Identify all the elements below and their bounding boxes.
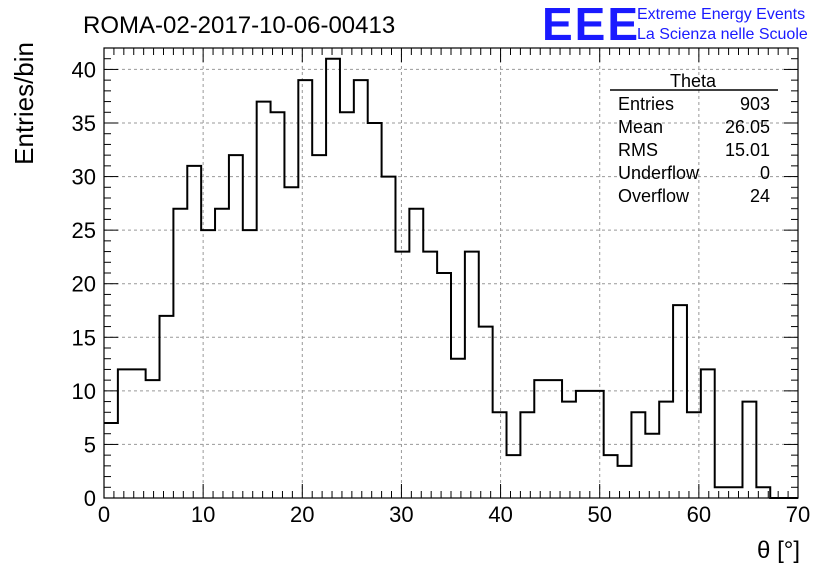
y-axis-title: Entries/bin <box>9 42 39 165</box>
eee-logo: EEE Extreme Energy Events La Scienza nel… <box>542 0 808 50</box>
x-tick-label: 50 <box>587 502 611 527</box>
stats-rows: Entries 903 Mean 26.05 RMS 15.01 Underflow 0 Ove… <box>618 94 770 206</box>
x-tick-label: 20 <box>290 502 314 527</box>
stats-label: RMS <box>618 140 658 160</box>
stats-label: Underflow <box>618 163 700 183</box>
y-tick-labels: 0 5 10 15 20 25 30 35 40 <box>72 57 96 511</box>
x-tick-label: 70 <box>786 502 810 527</box>
histogram-line <box>104 57 798 499</box>
stats-value: 903 <box>740 94 770 114</box>
x-axis-title: θ [°] <box>757 537 800 564</box>
x-tick-label: 0 <box>98 502 110 527</box>
y-tick-label: 40 <box>72 57 96 82</box>
x-tick-labels: 0 10 20 30 40 50 60 70 <box>98 502 810 527</box>
stats-value: 24 <box>750 186 770 206</box>
eee-logo-line1: Extreme Energy Events <box>637 6 805 23</box>
y-tick-label: 0 <box>84 486 96 511</box>
stats-box: Theta Entries 903 Mean 26.05 RMS 15.01 Underfl… <box>610 71 778 206</box>
stats-label: Overflow <box>618 186 690 206</box>
y-tick-label: 5 <box>84 432 96 457</box>
stats-label: Entries <box>618 94 674 114</box>
y-tick-label: 30 <box>72 165 96 190</box>
stats-value: 0 <box>760 163 770 183</box>
grid-lines <box>104 48 798 498</box>
y-tick-label: 20 <box>72 272 96 297</box>
x-tick-label: 30 <box>389 502 413 527</box>
x-tick-label: 60 <box>687 502 711 527</box>
x-tick-label: 40 <box>488 502 512 527</box>
stats-value: 15.01 <box>725 140 770 160</box>
eee-logo-mark: EEE <box>542 0 640 50</box>
y-tick-label: 10 <box>72 379 96 404</box>
y-tick-label: 15 <box>72 325 96 350</box>
axis-ticks <box>103 47 799 499</box>
eee-logo-line2: La Scienza nelle Scuole <box>637 26 808 43</box>
stats-title: Theta <box>670 71 717 91</box>
x-tick-label: 10 <box>191 502 215 527</box>
y-tick-label: 25 <box>72 218 96 243</box>
stats-label: Mean <box>618 117 663 137</box>
y-tick-label: 35 <box>72 111 96 136</box>
run-title: ROMA-02-2017-10-06-00413 <box>83 12 395 39</box>
stats-value: 26.05 <box>725 117 770 137</box>
